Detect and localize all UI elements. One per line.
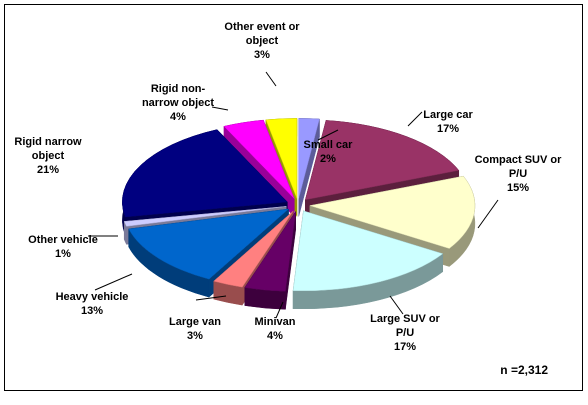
slice [244,211,296,292]
slice [298,118,320,199]
category-label: Rigid non-narrow object [142,83,214,109]
leader-line [211,106,229,111]
leader-line [275,301,284,319]
category-label: Other vehicle [28,234,98,246]
value-label: 17% [437,123,459,135]
category-label: Heavy vehicle [56,291,129,303]
category-label: Large van [169,316,221,328]
leader-line [407,111,423,127]
slice [309,175,476,249]
labels: Small car 2% Large car 17% Compact SUV or P/U… [14,21,562,353]
value-label: 17% [394,341,416,353]
category-label: Large car [423,109,473,121]
leader-line [477,199,499,229]
category-label: Minivan [255,316,296,328]
leader-line [265,71,277,87]
annotation: n =2,312 [500,363,548,377]
slice [292,210,444,292]
value-label: 13% [81,305,103,317]
category-label: Large SUV or P/U [370,313,440,339]
value-label: 2% [320,153,336,165]
leader-line [317,129,339,141]
slice [122,129,288,218]
value-label: 4% [170,111,186,123]
slice [123,206,287,227]
leader-line [389,295,404,315]
category-label: Other event or object [224,21,300,47]
slice [223,119,295,199]
value-label: 15% [507,182,529,194]
value-label: 1% [55,248,71,260]
value-label: 4% [267,330,283,342]
slice [213,210,294,288]
slice [305,120,460,201]
leader-line [94,273,133,291]
category-label: Small car [304,139,354,151]
category-label: Compact SUV or P/U [475,154,563,180]
pie [122,118,476,310]
value-label: 21% [37,164,59,176]
slice [265,118,298,199]
leader-line [195,295,227,301]
value-label: 3% [187,330,203,342]
value-label: 3% [254,49,270,61]
category-label: Rigid narrow object [14,136,82,162]
slice [128,208,290,280]
